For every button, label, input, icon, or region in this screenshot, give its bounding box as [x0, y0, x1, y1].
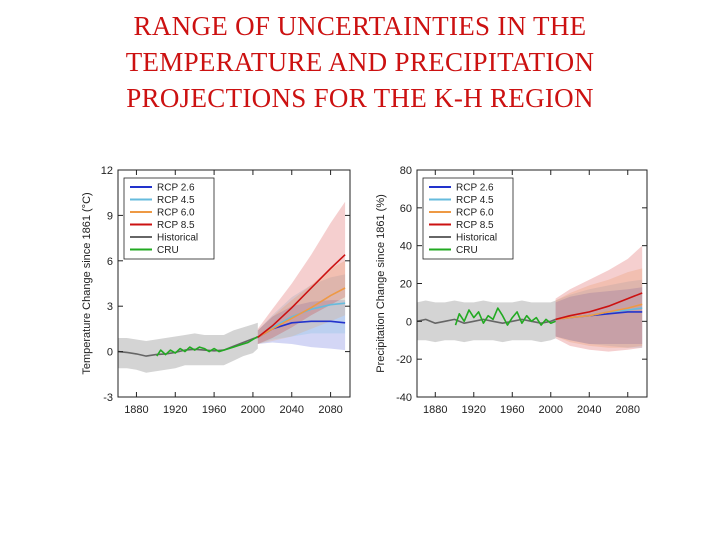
chart1-line-historical	[416, 318, 556, 324]
chart0-ytick-label: 9	[107, 210, 113, 222]
title-line-1: RANGE OF UNCERTAINTIES IN THE	[133, 11, 587, 41]
chart1-ylabel: Precipitation Change since 1861 (%)	[375, 194, 387, 373]
chart0-line-rcp-8-5	[257, 254, 346, 338]
chart0-ytick-label: -3	[103, 392, 113, 404]
chart1-legend-label-historical: Historical	[456, 233, 497, 244]
chart1-ytick-label: -40	[396, 392, 412, 404]
temperature-chart: -3 0 3 6 9 12 1880 1920 1960 2000 2040 2080 Temperat…	[81, 165, 351, 416]
chart0-xtick-label: 2080	[318, 404, 342, 416]
chart0-ytick-label: 0	[107, 347, 113, 359]
chart1-legend-label-rcp-4-5: RCP 4.5	[456, 195, 494, 206]
chart1-xtick-label: 2000	[539, 404, 563, 416]
chart1-ytick-label: 60	[400, 203, 412, 215]
chart0-legend-box	[123, 177, 215, 260]
chart1-band-rcp-8-5	[555, 245, 643, 352]
chart0-band-rcp-2-6	[257, 300, 346, 351]
chart0-ytick-label: 12	[101, 165, 113, 177]
chart1-legend-box	[422, 177, 514, 260]
chart0-ylabel: Temperature Change since 1861 (°C)	[81, 192, 93, 374]
chart1-band-historical	[417, 300, 556, 343]
chart0-legend-label-historical: Historical	[157, 233, 198, 244]
chart0-frame	[117, 169, 351, 398]
chart1-legend-label-rcp-8-5: RCP 8.5	[456, 220, 494, 231]
chart0-xtick-label: 2000	[241, 404, 265, 416]
chart0-line-rcp-6-0	[257, 287, 346, 338]
chart1-ytick-label: 40	[400, 241, 412, 253]
chart0-legend-label-rcp-2-6: RCP 2.6	[157, 183, 195, 194]
chart1-xtick-label: 2040	[577, 404, 601, 416]
title-line-2: TEMPERATURE AND PRECIPITATION	[125, 47, 595, 77]
chart1-legend-label-cru: CRU	[456, 245, 478, 256]
chart1-line-rcp-8-5	[555, 292, 643, 321]
chart0-xtick-label: 1920	[163, 404, 187, 416]
chart1-legend-label-rcp-6-0: RCP 6.0	[456, 208, 494, 219]
chart0-xtick-label: 1880	[124, 404, 148, 416]
chart0-band-rcp-8-5	[257, 201, 346, 344]
chart1-ytick-label: 80	[400, 165, 412, 177]
chart0-ytick-label: 6	[107, 256, 113, 268]
chart1-xtick-label: 1880	[423, 404, 447, 416]
chart1-ytick-label: 0	[406, 316, 412, 328]
chart0-line-historical	[117, 336, 259, 357]
chart1-ytick-label: -20	[396, 354, 412, 366]
chart0-legend-label-rcp-8-5: RCP 8.5	[157, 220, 195, 231]
chart0-ytick-label: 3	[107, 301, 113, 313]
chart1-xtick-label: 1960	[500, 404, 524, 416]
chart1-line-cru	[454, 307, 556, 326]
chart1-xtick-label: 2080	[616, 404, 640, 416]
chart0-xtick-label: 1960	[202, 404, 226, 416]
chart0-xtick-label: 2040	[280, 404, 304, 416]
chart1-ytick-label: 20	[400, 279, 412, 291]
chart0-legend-label-rcp-4-5: RCP 4.5	[157, 195, 195, 206]
title-line-3: PROJECTIONS FOR THE K-H REGION	[126, 83, 594, 113]
chart0-legend-label-cru: CRU	[157, 245, 179, 256]
chart1-xtick-label: 1920	[462, 404, 486, 416]
chart0-legend-label-rcp-6-0: RCP 6.0	[157, 208, 195, 219]
slide-title: RANGE OF UNCERTAINTIES IN THE TEMPERATUR…	[0, 8, 720, 116]
chart1-line-rcp-6-0	[555, 303, 643, 321]
chart0-line-cru	[156, 335, 259, 357]
chart1-band-rcp-6-0	[555, 268, 643, 348]
chart1-legend-label-rcp-2-6: RCP 2.6	[456, 183, 494, 194]
